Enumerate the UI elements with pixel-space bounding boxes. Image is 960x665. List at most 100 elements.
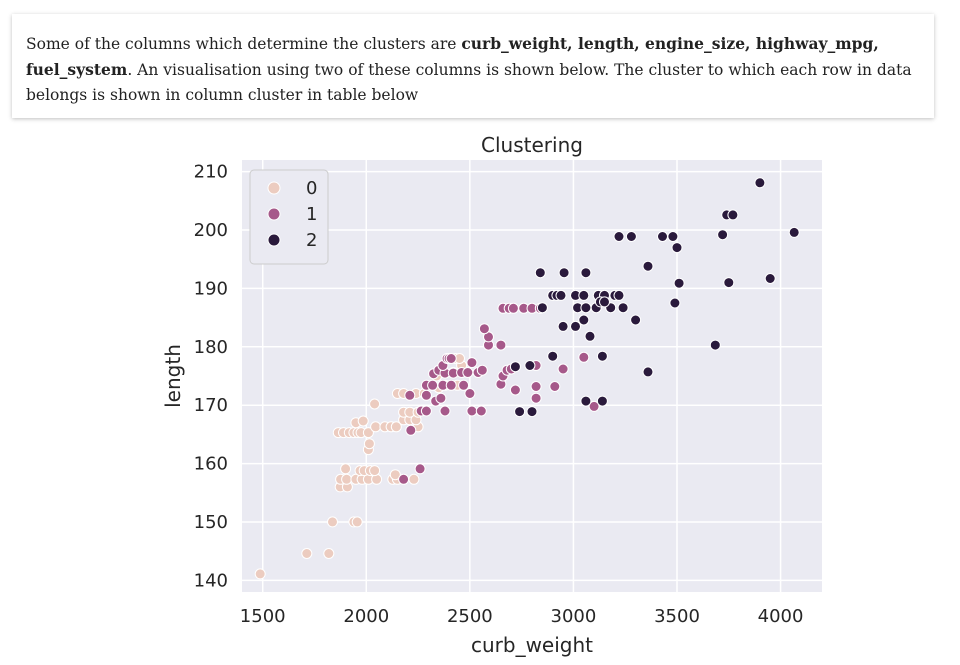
- scatter-point-cluster-2: [754, 177, 766, 189]
- y-tick-label: 210: [194, 162, 228, 183]
- scatter-point-cluster-2: [534, 267, 546, 279]
- description-text: Some of the columns which determine the …: [26, 31, 920, 108]
- grid-lines: [242, 160, 822, 592]
- scatter-point-cluster-2: [671, 242, 683, 254]
- scatter-point-cluster-1: [445, 353, 457, 364]
- scatter-point-cluster-1: [435, 392, 447, 404]
- scatter-point-cluster-2: [630, 314, 642, 326]
- scatter-point-cluster-1: [495, 339, 507, 351]
- scatter-point-cluster-2: [570, 320, 581, 332]
- scatter-point-cluster-1: [588, 400, 600, 412]
- scatter-point-cluster-1: [405, 424, 417, 436]
- scatter-point-cluster-2: [673, 277, 685, 289]
- chart-legend: 0 1 2: [249, 169, 329, 265]
- scatter-point-cluster-2: [625, 231, 637, 242]
- plot-background: [242, 160, 822, 592]
- scatter-point-cluster-0: [327, 516, 338, 528]
- y-tick-label: 190: [194, 278, 228, 299]
- scatter-point-cluster-1: [578, 351, 590, 363]
- y-axis-label: length: [161, 344, 185, 408]
- scatter-point-cluster-1: [427, 379, 439, 391]
- x-tick-label: 3500: [654, 606, 700, 627]
- scatter-point-cluster-2: [642, 260, 654, 272]
- data-points: [254, 177, 800, 580]
- chart-svg: 1500 2000 2500 3000 3500 40001401501601701801…: [161, 133, 822, 657]
- scatter-point-cluster-1: [398, 473, 410, 485]
- scatter-point-cluster-1: [509, 384, 521, 396]
- scatter-point-cluster-2: [555, 289, 567, 301]
- scatter-point-cluster-1: [464, 388, 476, 399]
- y-tick-label: 200: [194, 220, 228, 241]
- scatter-point-cluster-0: [369, 465, 381, 477]
- scatter-point-cluster-1: [557, 363, 569, 375]
- scatter-point-cluster-1: [420, 389, 432, 401]
- scatter-point-cluster-0: [370, 421, 382, 433]
- description-card: Some of the columns which determine the …: [12, 14, 934, 118]
- legend-label: 1: [306, 204, 317, 225]
- scatter-point-cluster-1: [414, 463, 426, 475]
- scatter-point-cluster-1: [420, 405, 432, 417]
- x-tick-label: 2000: [343, 606, 389, 627]
- description-part2: . An visualisation using two of these co…: [26, 61, 912, 104]
- scatter-point-cluster-2: [613, 289, 625, 301]
- y-tick-label: 180: [194, 337, 228, 358]
- scatter-point-cluster-0: [323, 548, 335, 559]
- scatter-point-cluster-0: [341, 473, 353, 485]
- scatter-point-cluster-2: [509, 361, 521, 373]
- scatter-point-cluster-2: [557, 320, 569, 332]
- x-tick-label: 1500: [240, 606, 286, 627]
- scatter-point-cluster-2: [717, 229, 729, 241]
- scatter-point-cluster-2: [657, 231, 668, 242]
- scatter-point-cluster-2: [669, 297, 681, 309]
- x-tick-label: 3000: [551, 606, 597, 627]
- y-tick-label: 160: [194, 454, 228, 475]
- scatter-point-cluster-2: [580, 302, 592, 314]
- scatter-point-cluster-1: [445, 379, 457, 391]
- scatter-point-cluster-2: [596, 350, 608, 362]
- scatter-point-cluster-2: [524, 360, 536, 371]
- scatter-point-cluster-0: [362, 427, 374, 439]
- scatter-point-cluster-2: [578, 289, 590, 301]
- scatter-point-cluster-2: [536, 302, 548, 314]
- scatter-point-cluster-1: [530, 381, 542, 392]
- column-names: curb_weight, length, engine_size, highwa…: [26, 34, 879, 79]
- scatter-point-cluster-0: [357, 415, 369, 427]
- scatter-point-cluster-1: [507, 302, 519, 314]
- scatter-point-cluster-1: [549, 381, 561, 392]
- scatter-point-cluster-2: [526, 406, 538, 418]
- scatter-chart: 1500 2000 2500 3000 3500 4000 140 150 160 170 180 1…: [150, 124, 840, 660]
- scatter-point-cluster-2: [709, 339, 721, 351]
- scatter-point-cluster-1: [530, 392, 542, 404]
- scatter-point-cluster-1: [466, 405, 478, 417]
- legend-label: 2: [306, 230, 317, 251]
- scatter-point-cluster-2: [613, 231, 625, 242]
- y-tick-label: 170: [194, 395, 228, 416]
- scatter-point-cluster-0: [363, 438, 375, 450]
- scatter-point-cluster-2: [642, 366, 654, 378]
- y-tick-label: 150: [194, 512, 228, 533]
- scatter-point-cluster-2: [599, 296, 610, 308]
- scatter-point-cluster-2: [547, 350, 559, 362]
- scatter-point-cluster-1: [476, 364, 488, 376]
- scatter-point-cluster-1: [475, 405, 487, 417]
- legend-marker: [267, 207, 281, 221]
- scatter-point-cluster-1: [458, 379, 470, 391]
- scatter-point-cluster-2: [617, 302, 629, 314]
- scatter-point-cluster-2: [580, 267, 592, 279]
- scatter-point-cluster-2: [584, 330, 596, 342]
- scatter-point-cluster-2: [580, 395, 592, 407]
- scatter-point-cluster-2: [788, 226, 800, 238]
- scatter-point-cluster-0: [390, 421, 402, 433]
- scatter-point-cluster-2: [723, 277, 735, 289]
- chart-title: Clustering: [481, 133, 583, 157]
- legend-marker: [267, 233, 281, 247]
- scatter-point-cluster-2: [514, 406, 526, 418]
- x-tick-label: 2500: [447, 606, 493, 627]
- tick-labels: 1500 2000 2500 3000 3500 40001401501601701801…: [194, 162, 804, 627]
- scatter-point-cluster-0: [389, 469, 401, 481]
- scatter-point-cluster-0: [351, 516, 363, 528]
- y-tick-label: 140: [194, 570, 228, 591]
- legend-label: 0: [306, 178, 317, 199]
- scatter-point-cluster-2: [764, 273, 776, 284]
- description-part1: Some of the columns which determine the …: [26, 35, 462, 53]
